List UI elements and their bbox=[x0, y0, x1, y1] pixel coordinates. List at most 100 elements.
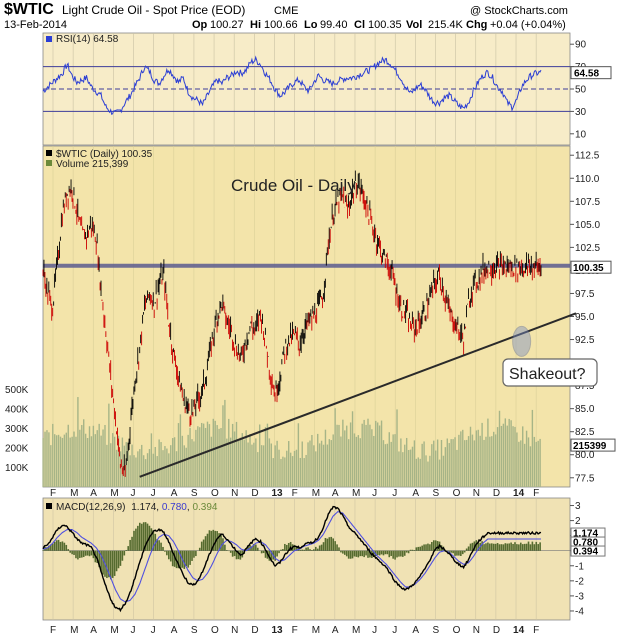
macd-histogram-bar-326 bbox=[357, 550, 360, 558]
volume-bar-472 bbox=[498, 410, 501, 487]
month-label-top-19: S bbox=[432, 488, 439, 499]
macd-histogram-bar-196 bbox=[231, 550, 234, 557]
price-label-group: $WTIC (Daily) 100.35 Volume 215,399 bbox=[46, 149, 153, 170]
stockcharts-watermark[interactable]: @ StockCharts.com bbox=[470, 5, 568, 17]
macd-histogram-bar-328 bbox=[359, 550, 362, 557]
macd-histogram-bar-464 bbox=[490, 543, 493, 551]
macd-histogram-bar-420 bbox=[448, 550, 451, 552]
macd-histogram-bar-278 bbox=[311, 550, 313, 551]
macd-histogram-bar-274 bbox=[307, 547, 309, 551]
volume-bar-102 bbox=[141, 444, 143, 487]
volume-bar-332 bbox=[363, 419, 365, 487]
volume-bar-324 bbox=[355, 436, 358, 487]
volume-bar-66 bbox=[106, 444, 108, 487]
month-label-bottom-16: J bbox=[372, 625, 377, 636]
month-label-top-13: M bbox=[312, 488, 320, 499]
volume-bar-212 bbox=[247, 442, 249, 487]
volume-bar-224 bbox=[259, 424, 261, 487]
macd-histogram-bar-270 bbox=[303, 549, 305, 551]
volume-bar-296 bbox=[328, 439, 331, 487]
lo-label: Lo bbox=[304, 19, 318, 31]
volume-bar-330 bbox=[361, 423, 363, 487]
volume-bar-494 bbox=[520, 440, 522, 487]
macd-histogram-bar-494 bbox=[519, 542, 522, 551]
macd-histogram-bar-36 bbox=[77, 550, 79, 560]
volume-bar-10 bbox=[52, 423, 54, 487]
month-label-bottom-24: F bbox=[533, 625, 539, 636]
volume-bar-228 bbox=[262, 445, 265, 487]
price-tick-label-11: 85.0 bbox=[575, 404, 595, 415]
volume-bar-48 bbox=[88, 426, 91, 487]
price-tick-label-6: 97.5 bbox=[575, 289, 595, 300]
macd-histogram-bar-388 bbox=[417, 546, 420, 551]
volume-bar-254 bbox=[288, 441, 290, 487]
volume-bar-222 bbox=[257, 452, 259, 487]
macd-histogram-bar-4 bbox=[46, 547, 48, 551]
macd-histogram-bar-282 bbox=[314, 546, 317, 551]
month-label-bottom-6: A bbox=[171, 625, 178, 636]
cl-label: Cl bbox=[354, 19, 365, 31]
volume-bar-300 bbox=[332, 434, 334, 487]
hi-label: Hi bbox=[250, 19, 261, 31]
macd-histogram-bar-408 bbox=[436, 541, 439, 551]
macd-histogram-bar-142 bbox=[179, 550, 182, 569]
macd-histogram-bar-268 bbox=[301, 549, 304, 551]
month-label-bottom-4: J bbox=[131, 625, 136, 636]
macd-histogram-bar-318 bbox=[349, 550, 352, 559]
macd-histogram-bar-276 bbox=[309, 549, 311, 551]
macd-histogram-bar-84 bbox=[123, 550, 126, 556]
exchange-label: CME bbox=[274, 5, 298, 17]
volume-bar-514 bbox=[539, 438, 541, 487]
volume-bar-20 bbox=[61, 437, 64, 487]
macd-histogram-bar-220 bbox=[255, 544, 257, 551]
volume-bar-424 bbox=[452, 439, 454, 487]
volume-bar-366 bbox=[396, 409, 398, 487]
volume-bar-8 bbox=[50, 445, 52, 487]
volume-tick-label-2: 300K bbox=[5, 424, 29, 435]
macd-histogram-bar-320 bbox=[351, 550, 354, 559]
volume-bar-68 bbox=[108, 403, 110, 487]
month-label-bottom-21: N bbox=[473, 625, 480, 636]
rsi-value-tag-box bbox=[570, 66, 612, 80]
volume-bar-98 bbox=[137, 451, 139, 487]
macd-histogram-bar-126 bbox=[164, 550, 166, 552]
macd-histogram-bar-212 bbox=[247, 545, 249, 551]
volume-bar-430 bbox=[458, 434, 460, 487]
macd-histogram-bar-330 bbox=[361, 550, 364, 557]
macd-histogram-bar-354 bbox=[384, 550, 387, 555]
macd-histogram-bar-362 bbox=[392, 550, 394, 559]
volume-bar-128 bbox=[166, 448, 168, 487]
volume-bar-110 bbox=[148, 449, 151, 487]
month-label-bottom-8: O bbox=[211, 625, 219, 636]
volume-bar-422 bbox=[450, 439, 452, 487]
macd-histogram-bar-34 bbox=[75, 550, 77, 559]
price-tick-label-14: 77.5 bbox=[575, 473, 595, 484]
macd-histogram-bar-236 bbox=[270, 550, 273, 562]
volume-bar-230 bbox=[264, 427, 267, 487]
volume-bar-166 bbox=[202, 423, 205, 487]
volume-bar-52 bbox=[92, 425, 95, 487]
volume-bar-158 bbox=[195, 429, 197, 487]
macd-histogram-bar-496 bbox=[521, 544, 524, 551]
volume-bar-440 bbox=[467, 436, 470, 487]
month-label-top-11: 13 bbox=[271, 488, 283, 499]
volume-bar-208 bbox=[243, 439, 245, 487]
macd-histogram-bar-378 bbox=[407, 550, 410, 554]
macd-histogram-bar-184 bbox=[220, 534, 222, 551]
macd-histogram-bar-254 bbox=[287, 542, 290, 551]
macd-value-tag-0: 1.174 bbox=[573, 529, 598, 540]
macd-label-sep1: , bbox=[156, 502, 162, 513]
macd-label: MACD(12,26,9) 1.174, 0.780, 0.394 bbox=[56, 502, 218, 513]
macd-histogram-bar-356 bbox=[386, 550, 389, 555]
rsi-value-tag: 64.58 bbox=[574, 69, 599, 80]
month-label-bottom-7: S bbox=[191, 625, 198, 636]
month-label-bottom-1: M bbox=[70, 625, 78, 636]
macd-histogram-bar-120 bbox=[158, 540, 160, 551]
macd-histogram-bar-230 bbox=[264, 550, 267, 558]
macd-histogram-bar-332 bbox=[363, 550, 365, 558]
volume-bar-306 bbox=[338, 424, 340, 487]
macd-histogram-bar-474 bbox=[500, 544, 503, 551]
price-label: $WTIC (Daily) 100.35 bbox=[56, 149, 153, 160]
volume-bar-480 bbox=[506, 425, 508, 487]
